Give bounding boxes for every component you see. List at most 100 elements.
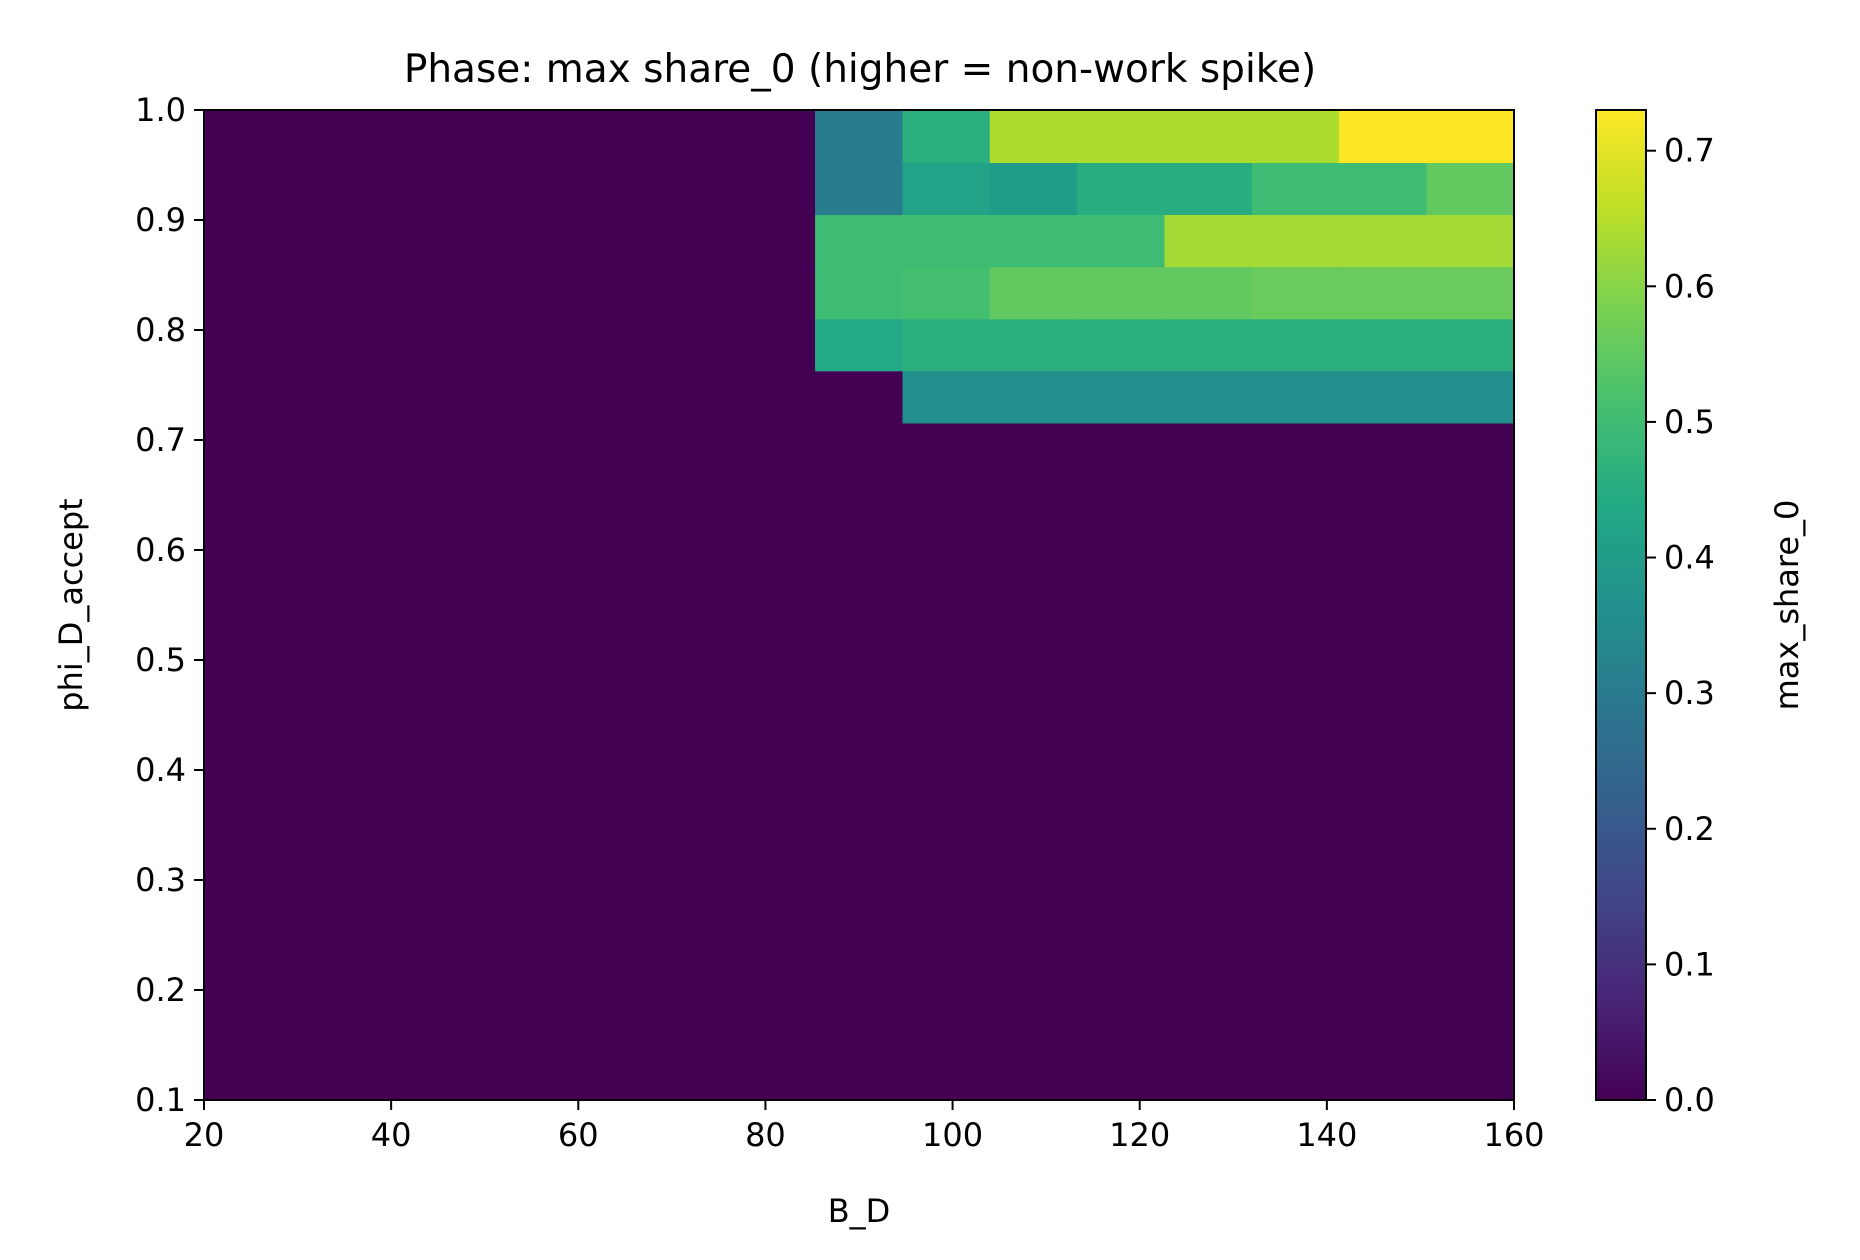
heatmap-cell xyxy=(727,370,817,424)
heatmap-cell xyxy=(1164,213,1253,268)
heatmap-cell xyxy=(902,318,991,372)
heatmap-cell xyxy=(640,891,729,945)
heatmap-cell xyxy=(989,161,1079,216)
x-tick-label: 120 xyxy=(1109,1116,1170,1154)
heatmap-cell xyxy=(815,682,904,737)
heatmap-cell xyxy=(203,1047,293,1101)
heatmap-cell xyxy=(378,370,467,424)
y-axis-label: phi_D_accept xyxy=(52,498,90,711)
heatmap-cell xyxy=(1251,839,1341,893)
heatmap-cell xyxy=(815,891,904,945)
heatmap-cell xyxy=(902,578,991,632)
heatmap-cell xyxy=(553,422,642,476)
heatmap-cell xyxy=(1251,318,1341,372)
heatmap-cell xyxy=(378,526,467,580)
x-tick-label: 100 xyxy=(922,1116,983,1154)
heatmap-cell xyxy=(815,943,904,997)
heatmap-cell xyxy=(989,370,1079,424)
heatmap-cell xyxy=(640,578,729,632)
x-tick-label: 60 xyxy=(558,1116,599,1154)
heatmap-cell xyxy=(1251,213,1341,268)
heatmap-cell xyxy=(553,734,642,789)
heatmap-cell xyxy=(291,526,380,580)
heatmap-cell xyxy=(989,787,1079,841)
heatmap-cells xyxy=(203,109,1515,1101)
heatmap-cell xyxy=(378,734,467,789)
x-tick-label: 40 xyxy=(371,1116,412,1154)
heatmap-cell xyxy=(1164,526,1253,580)
heatmap-cell xyxy=(1251,787,1341,841)
heatmap-cell xyxy=(640,787,729,841)
heatmap-cell xyxy=(989,630,1079,685)
heatmap-cell xyxy=(1339,630,1428,685)
heatmap-cell xyxy=(203,370,293,424)
heatmap-cell xyxy=(1164,943,1253,997)
heatmap-cell xyxy=(465,891,555,945)
heatmap-cell xyxy=(1426,422,1515,476)
heatmap-cell xyxy=(727,943,817,997)
heatmap-cell xyxy=(1164,839,1253,893)
heatmap-cell xyxy=(203,734,293,789)
heatmap-cell xyxy=(1077,787,1166,841)
heatmap-cell xyxy=(1251,422,1341,476)
heatmap-cell xyxy=(989,839,1079,893)
heatmap-cell xyxy=(203,318,293,372)
heatmap-cell xyxy=(815,787,904,841)
heatmap-cell xyxy=(1339,318,1428,372)
heatmap-cell xyxy=(1339,839,1428,893)
heatmap-cell xyxy=(1339,734,1428,789)
y-axis: 0.1 0.2 0.3 0.4 0.5 0.6 0.7 0.8 0.9 1.0 xyxy=(135,91,204,1119)
heatmap-cell xyxy=(989,213,1079,268)
heatmap-cell xyxy=(553,578,642,632)
heatmap-cell xyxy=(640,266,729,320)
heatmap-cell xyxy=(1339,995,1428,1049)
heatmap-cell xyxy=(1251,1047,1341,1101)
heatmap-cell xyxy=(1164,109,1253,163)
heatmap-cell xyxy=(902,1047,991,1101)
heatmap-cell xyxy=(1251,474,1341,528)
heatmap-cell xyxy=(815,266,904,320)
y-tick-label: 0.5 xyxy=(135,641,186,679)
heatmap-cell xyxy=(1426,943,1515,997)
heatmap-cell xyxy=(378,891,467,945)
heatmap-cell xyxy=(815,318,904,372)
heatmap-cell xyxy=(1251,682,1341,737)
heatmap-cell xyxy=(291,370,380,424)
heatmap-cell xyxy=(1077,213,1166,268)
heatmap-cell xyxy=(1339,370,1428,424)
heatmap-cell xyxy=(1426,266,1515,320)
heatmap-cell xyxy=(203,422,293,476)
heatmap-cell xyxy=(640,161,729,216)
heatmap-cell xyxy=(1426,161,1515,216)
colorbar-axis: 0.0 0.1 0.2 0.3 0.4 0.5 0.6 0.7 xyxy=(1646,132,1715,1119)
heatmap-cell xyxy=(640,422,729,476)
heatmap-cell xyxy=(1077,266,1166,320)
colorbar xyxy=(1595,109,1647,1101)
heatmap-cell xyxy=(640,630,729,685)
heatmap-cell xyxy=(378,839,467,893)
heatmap-cell xyxy=(1339,422,1428,476)
heatmap-cell xyxy=(640,526,729,580)
heatmap-cell xyxy=(1339,266,1428,320)
heatmap-cell xyxy=(815,422,904,476)
heatmap-cell xyxy=(1426,318,1515,372)
heatmap-cell xyxy=(378,1047,467,1101)
heatmap-cell xyxy=(553,318,642,372)
heatmap-cell xyxy=(989,318,1079,372)
heatmap-cell xyxy=(727,213,817,268)
heatmap-cell xyxy=(1426,1047,1515,1101)
y-tick-label: 1.0 xyxy=(135,91,186,129)
heatmap-cell xyxy=(815,630,904,685)
heatmap-cell xyxy=(989,891,1079,945)
heatmap-cell xyxy=(815,213,904,268)
heatmap-cell xyxy=(640,839,729,893)
heatmap-cell xyxy=(203,161,293,216)
heatmap-cell xyxy=(1251,630,1341,685)
colorbar-tick-label: 0.2 xyxy=(1664,810,1715,848)
heatmap-cell xyxy=(727,526,817,580)
heatmap-cell xyxy=(203,891,293,945)
heatmap-cell xyxy=(378,630,467,685)
heatmap-cell xyxy=(291,682,380,737)
heatmap-cell xyxy=(1164,161,1253,216)
heatmap-cell xyxy=(378,995,467,1049)
